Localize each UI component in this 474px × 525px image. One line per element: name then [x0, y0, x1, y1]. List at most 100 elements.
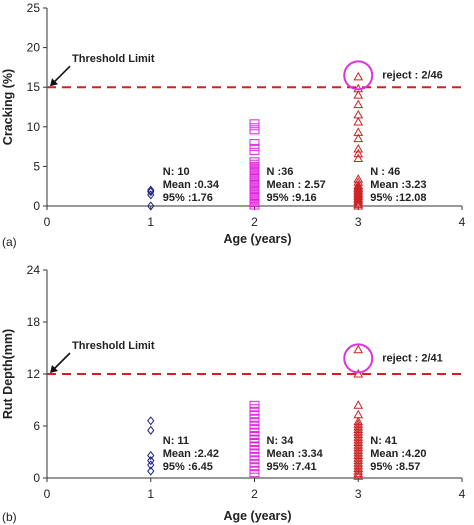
- stats-annotation: Mean :4.20: [370, 448, 426, 460]
- data-point: [249, 157, 260, 165]
- stats-annotation: Mean :3.23: [370, 179, 426, 191]
- stats-annotation: 95% :1.76: [163, 192, 213, 204]
- data-point: [249, 123, 260, 131]
- panel-a: 0 5 10 15 20 25 0 1 2 3 4 Age (years) Cracking (%) (a…: [1, 1, 466, 249]
- data-point: [353, 90, 364, 99]
- x-tick-label: 2: [251, 215, 258, 229]
- y-tick-label: 0: [33, 199, 40, 213]
- data-point: [249, 143, 260, 151]
- stats-annotation: N: 11: [163, 435, 189, 447]
- data-point: [353, 453, 364, 462]
- x-tick-label: 3: [355, 215, 362, 229]
- y-tick-label: 20: [27, 41, 41, 55]
- data-point: [249, 400, 260, 408]
- x-tick-label: 0: [44, 487, 51, 501]
- panel-label: (a): [2, 235, 17, 249]
- data-point: [249, 147, 260, 155]
- x-tick-label: 2: [251, 487, 258, 501]
- reject-circle: [343, 60, 374, 91]
- stats-annotation: 95% :12.08: [370, 192, 426, 204]
- data-point: [249, 139, 260, 147]
- data-point: [353, 368, 364, 378]
- x-tick-label: 4: [459, 215, 466, 229]
- data-point: [353, 440, 364, 449]
- data-point: [353, 143, 364, 153]
- data-point: [353, 460, 364, 470]
- stats-annotation: Mean : 2.57: [267, 179, 326, 191]
- y-tick-label: 12: [27, 367, 41, 381]
- x-tick-label: 0: [44, 215, 51, 229]
- y-tick-label: 25: [27, 1, 41, 15]
- data-point: [353, 442, 364, 452]
- data-point: [353, 133, 364, 143]
- stats-annotation: N : 46: [370, 166, 400, 178]
- stats-annotation: 95% :9.16: [267, 192, 317, 204]
- data-point: [147, 425, 155, 435]
- data-point: [353, 153, 364, 162]
- y-tick-label: 10: [27, 120, 41, 134]
- stats-annotation: 95% :6.45: [163, 461, 213, 473]
- stats-annotation: Mean :0.34: [163, 179, 220, 191]
- threshold-arrow-head: [50, 78, 58, 87]
- data-point: [249, 127, 260, 135]
- y-tick-label: 0: [33, 471, 40, 485]
- data-point: [353, 174, 364, 183]
- threshold-arrow: [52, 352, 71, 371]
- data-point: [147, 456, 155, 466]
- x-axis-title: Age (years): [223, 509, 291, 523]
- data-point: [353, 466, 364, 475]
- y-tick-label: 24: [27, 263, 41, 277]
- data-point: [353, 463, 364, 472]
- y-tick-label: 5: [33, 159, 40, 173]
- threshold-label: Threshold Limit: [72, 53, 155, 65]
- data-point: [353, 127, 364, 136]
- data-point: [353, 416, 364, 426]
- y-axis-title: Cracking (%): [1, 69, 15, 145]
- reject-label: reject : 2/46: [382, 69, 443, 81]
- data-point: [353, 400, 364, 409]
- data-point: [353, 455, 364, 465]
- data-point: [353, 117, 364, 126]
- data-point: [353, 181, 364, 191]
- stats-annotation: N :36: [267, 166, 294, 178]
- data-point: [353, 468, 364, 478]
- stats-annotation: 95% :8.57: [370, 461, 420, 473]
- data-point: [353, 71, 364, 81]
- data-point: [147, 201, 155, 211]
- stats-annotation: N: 34: [267, 435, 295, 447]
- data-point: [353, 109, 364, 119]
- data-point: [353, 471, 364, 480]
- x-axis-title: Age (years): [223, 232, 291, 246]
- threshold-label: Threshold Limit: [72, 340, 155, 352]
- data-point: [147, 416, 155, 426]
- data-point: [353, 450, 364, 459]
- x-tick-label: 4: [459, 487, 466, 501]
- stats-annotation: Mean :3.34: [267, 448, 324, 460]
- data-point: [353, 427, 364, 436]
- data-point: [353, 344, 364, 354]
- data-point: [353, 437, 364, 446]
- data-point: [353, 421, 364, 431]
- stats-annotation: N: 10: [163, 166, 190, 178]
- data-point: [353, 432, 364, 441]
- data-point: [147, 450, 155, 461]
- x-tick-label: 3: [355, 487, 362, 501]
- panel-label: (b): [2, 510, 17, 524]
- data-point: [147, 466, 155, 476]
- stats-annotation: Mean :2.42: [163, 448, 219, 460]
- data-point: [249, 119, 260, 127]
- data-point: [353, 445, 364, 454]
- data-point: [147, 187, 155, 197]
- x-tick-label: 1: [147, 487, 154, 501]
- y-axis-title: Rut Depth(mm): [1, 329, 15, 419]
- data-point: [353, 434, 364, 444]
- data-point: [353, 409, 364, 419]
- data-point: [353, 148, 364, 158]
- stats-annotation: N: 41: [370, 435, 397, 447]
- data-point: [147, 185, 155, 195]
- data-point: [353, 447, 364, 457]
- data-point: [147, 460, 155, 470]
- y-tick-label: 15: [27, 80, 41, 94]
- data-point: [353, 99, 364, 109]
